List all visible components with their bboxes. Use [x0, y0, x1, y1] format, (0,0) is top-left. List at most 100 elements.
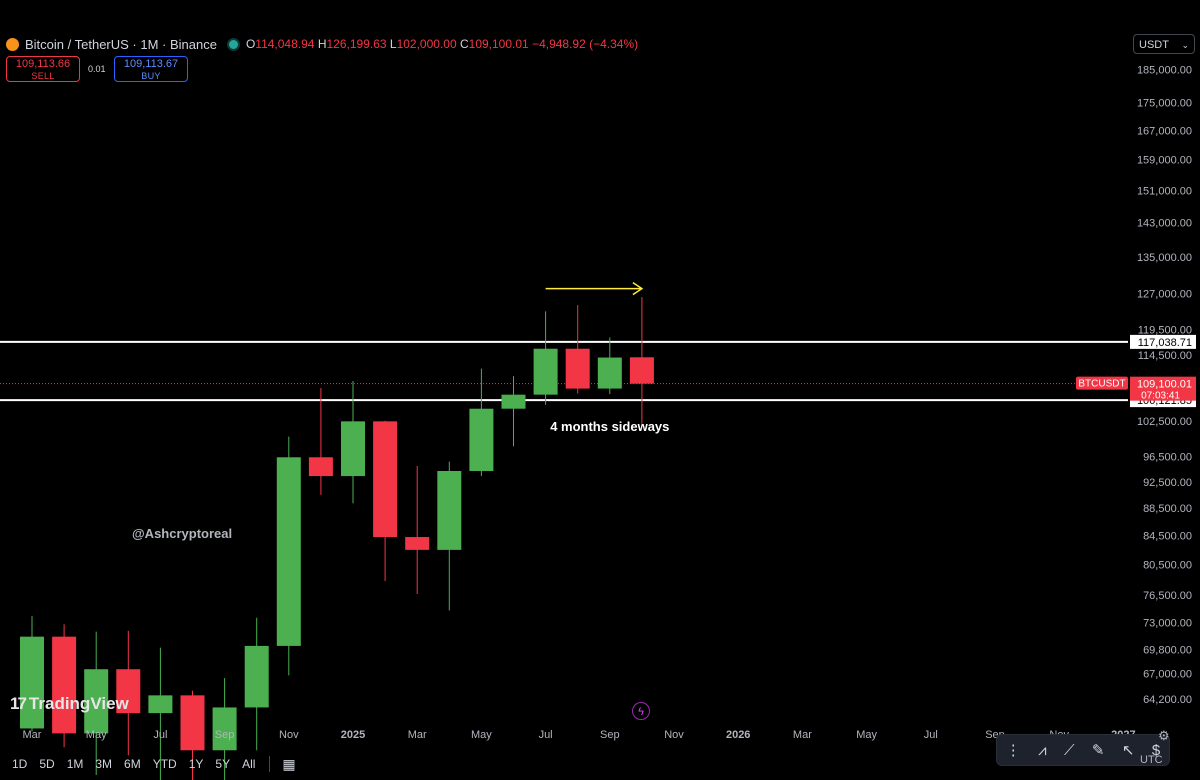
- calendar-icon[interactable]: ▦: [282, 755, 296, 772]
- candle-body: [52, 636, 77, 734]
- sell-button[interactable]: 109,113.66 SELL: [6, 56, 80, 82]
- tradingview-logo: 17 TradingView: [10, 694, 129, 714]
- symbol-header: Bitcoin / TetherUS · 1M · Binance O114,0…: [6, 34, 638, 54]
- y-tick-label: 73,000.00: [1143, 618, 1192, 630]
- y-tick-label: 88,500.00: [1143, 503, 1192, 515]
- candle-body: [565, 348, 590, 389]
- timezone-label[interactable]: UTC: [1140, 754, 1163, 766]
- candle-body: [308, 457, 333, 477]
- gear-icon[interactable]: ⚙: [1158, 728, 1170, 743]
- level-price-label: 117,038.71: [1138, 337, 1192, 349]
- last-price-label: 109,100.01: [1137, 379, 1192, 391]
- candle-body: [20, 636, 44, 729]
- y-tick-label: 114,500.00: [1138, 350, 1192, 362]
- timeframe-ytd[interactable]: YTD: [152, 757, 177, 771]
- high-label: H: [317, 37, 327, 51]
- y-tick-label: 167,000.00: [1137, 125, 1192, 137]
- high-value: 126,199.63: [326, 37, 387, 51]
- change-value: −4,948.92 (−4.34%): [532, 37, 639, 51]
- pattern-tool-icon[interactable]: ⩘: [1038, 741, 1047, 759]
- y-tick-label: 127,000.00: [1137, 288, 1192, 300]
- y-tick-label: 102,500.00: [1137, 416, 1192, 428]
- x-tick-label: Sep: [600, 729, 620, 741]
- toolbar-divider: [269, 756, 271, 772]
- candle-body: [276, 457, 301, 646]
- open-value: 114,048.94: [255, 37, 315, 51]
- ohlc-readout: O114,048.94 H126,199.63 L102,000.00 C109…: [246, 37, 638, 51]
- x-tick-label: May: [471, 729, 492, 741]
- timeframe-3m[interactable]: 3M: [95, 757, 113, 771]
- currency-select[interactable]: USDT ⌄: [1133, 34, 1195, 54]
- dollar-icon[interactable]: $: [1151, 741, 1161, 759]
- y-tick-label: 84,500.00: [1143, 531, 1192, 543]
- y-tick-label: 69,800.00: [1143, 644, 1192, 656]
- x-tick-label: Jul: [153, 729, 167, 741]
- buy-label: BUY: [141, 71, 161, 81]
- y-tick-label: 143,000.00: [1137, 218, 1192, 230]
- candle-body: [373, 421, 398, 538]
- symbol-title[interactable]: Bitcoin / TetherUS · 1M · Binance: [25, 36, 217, 52]
- bar-countdown-label: 07:03:41: [1141, 391, 1180, 402]
- timeframe-5d[interactable]: 5D: [39, 757, 55, 771]
- level-price-tag: [1130, 334, 1196, 349]
- last-price-tag: [1130, 376, 1196, 401]
- trend-line-icon[interactable]: ⟋: [1063, 741, 1075, 759]
- timeframe-6m[interactable]: 6M: [124, 757, 141, 771]
- x-tick-label: Mar: [408, 729, 427, 741]
- sell-label: SELL: [31, 71, 55, 81]
- brush-tool-icon[interactable]: ✎: [1091, 742, 1105, 759]
- x-tick-label: Jul: [924, 729, 938, 741]
- currency-value: USDT: [1139, 39, 1169, 51]
- x-tick-label: Nov: [664, 729, 684, 741]
- candle-body: [180, 695, 205, 751]
- annotation-text: 4 months sideways: [550, 419, 669, 434]
- bitcoin-icon: [6, 37, 19, 51]
- y-tick-label: 92,500.00: [1143, 477, 1192, 489]
- series-name-tag: [1076, 376, 1128, 390]
- low-value: 102,000.00: [396, 37, 457, 51]
- close-value: 109,100.01: [468, 37, 529, 51]
- chevron-down-icon: ⌄: [1181, 40, 1189, 50]
- x-tick-label: 2026: [726, 729, 750, 741]
- y-tick-label: 96,500.00: [1143, 452, 1192, 464]
- series-name-label: BTCUSDT: [1078, 379, 1125, 390]
- candle-body: [501, 394, 526, 409]
- y-tick-label: 64,200.00: [1143, 694, 1192, 706]
- candle-body: [84, 669, 109, 734]
- y-tick-label: 151,000.00: [1137, 185, 1192, 197]
- y-tick-label: 76,500.00: [1143, 590, 1192, 602]
- bottom-toolbar: 1D 5D 1M 3M 6M YTD 1Y 5Y All ▦: [0, 748, 1200, 780]
- x-tick-label: Sep: [215, 729, 235, 741]
- cursor-icon[interactable]: ↖: [1121, 742, 1135, 759]
- open-label: O: [245, 37, 256, 51]
- x-tick-label: Mar: [793, 729, 812, 741]
- candle-body: [405, 537, 430, 550]
- timeframe-5y[interactable]: 5Y: [215, 757, 231, 771]
- buy-button[interactable]: 109,113.67 BUY: [114, 56, 188, 82]
- x-tick-label: Jul: [539, 729, 553, 741]
- timeframe-1y[interactable]: 1Y: [188, 757, 204, 771]
- low-label: L: [389, 37, 397, 51]
- tradingview-wordmark: TradingView: [28, 694, 129, 713]
- drawing-toolbox: ⋮ ⩘ ⟋ ✎ ↖ $: [996, 734, 1170, 766]
- tradingview-mark-icon: 17: [10, 694, 27, 713]
- candle-body: [341, 421, 365, 477]
- lightning-icon[interactable]: ϟ: [632, 702, 650, 720]
- timeframe-1m[interactable]: 1M: [66, 757, 84, 771]
- timeframe-all[interactable]: All: [242, 757, 256, 771]
- y-tick-label: 119,500.00: [1138, 325, 1192, 337]
- candle-body: [244, 645, 269, 708]
- timeframe-1d[interactable]: 1D: [12, 757, 28, 771]
- y-tick-label: 135,000.00: [1137, 252, 1192, 264]
- x-tick-label: Nov: [279, 729, 299, 741]
- y-tick-label: 67,000.00: [1143, 669, 1192, 681]
- x-tick-label: Mar: [23, 729, 42, 741]
- drag-handle-icon[interactable]: ⋮: [1005, 742, 1021, 759]
- candle-body: [148, 695, 173, 714]
- spread-value: 0.01: [88, 64, 106, 74]
- x-tick-label: 2025: [341, 729, 365, 741]
- y-tick-label: 185,000.00: [1137, 65, 1192, 77]
- candle-body: [629, 357, 654, 384]
- buy-price: 109,113.67: [123, 58, 179, 70]
